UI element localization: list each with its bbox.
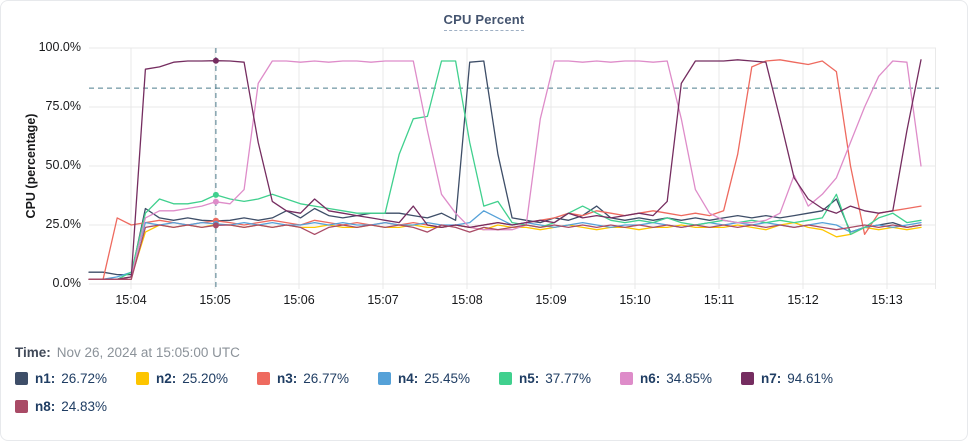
legend-series-name: n5:: [519, 371, 540, 386]
y-tick-label: 100.0%: [38, 40, 81, 54]
legend-series-name: n4:: [398, 371, 419, 386]
legend-item-n3[interactable]: n3: 26.77%: [257, 371, 378, 386]
time-label: Time:: [15, 345, 51, 360]
legend-swatch: [499, 372, 512, 385]
x-tick-label: 15:11: [703, 293, 735, 307]
legend-swatch: [741, 372, 754, 385]
legend-series-value: 24.83%: [61, 399, 108, 414]
chart-header: CPU Percent: [1, 11, 967, 31]
legend-series-value: 26.77%: [303, 371, 350, 386]
legend-series-value: 94.61%: [787, 371, 834, 386]
legend-item-n2[interactable]: n2: 25.20%: [136, 371, 257, 386]
x-tick-label: 15:09: [535, 293, 567, 307]
legend-item-n5[interactable]: n5: 37.77%: [499, 371, 620, 386]
legend-swatch: [15, 372, 28, 385]
legend-series-name: n6:: [640, 371, 661, 386]
time-value: Nov 26, 2024 at 15:05:00 UTC: [56, 345, 240, 360]
x-tick-label: 15:08: [451, 293, 483, 307]
legend: n1: 26.72% n2: 25.20% n3: 26.77% n4: 25.…: [15, 371, 945, 414]
legend-series-name: n2:: [156, 371, 177, 386]
legend-series-name: n3:: [277, 371, 298, 386]
chart-canvas[interactable]: [88, 47, 941, 296]
legend-series-value: 26.72%: [61, 371, 108, 386]
legend-swatch: [257, 372, 270, 385]
legend-item-n8[interactable]: n8: 24.83%: [15, 399, 136, 414]
legend-series-value: 25.45%: [424, 371, 471, 386]
x-tick-label: 15:07: [367, 293, 399, 307]
y-tick-label: 50.0%: [45, 158, 81, 172]
x-tick-label: 15:04: [115, 293, 147, 307]
y-tick-label: 25.0%: [45, 217, 81, 231]
chart-title[interactable]: CPU Percent: [443, 12, 525, 31]
x-tick-label: 15:12: [787, 293, 819, 307]
y-tick-label: 0.0%: [52, 276, 82, 290]
legend-item-n1[interactable]: n1: 26.72%: [15, 371, 136, 386]
x-tick-label: 15:05: [199, 293, 231, 307]
legend-item-n6[interactable]: n6: 34.85%: [620, 371, 741, 386]
legend-swatch: [378, 372, 391, 385]
x-tick-label: 15:06: [283, 293, 315, 307]
hover-time-readout: Time: Nov 26, 2024 at 15:05:00 UTC: [15, 345, 240, 360]
legend-series-value: 25.20%: [182, 371, 229, 386]
legend-item-n4[interactable]: n4: 25.45%: [378, 371, 499, 386]
legend-series-name: n8:: [35, 399, 56, 414]
x-tick-label: 15:13: [871, 293, 903, 307]
legend-swatch: [620, 372, 633, 385]
legend-swatch: [136, 372, 149, 385]
x-tick-label: 15:10: [619, 293, 651, 307]
y-tick-label: 75.0%: [45, 99, 81, 113]
legend-series-value: 34.85%: [666, 371, 713, 386]
legend-item-n7[interactable]: n7: 94.61%: [741, 371, 862, 386]
legend-series-value: 37.77%: [545, 371, 592, 386]
legend-swatch: [15, 400, 28, 413]
legend-series-name: n1:: [35, 371, 56, 386]
legend-series-name: n7:: [761, 371, 782, 386]
